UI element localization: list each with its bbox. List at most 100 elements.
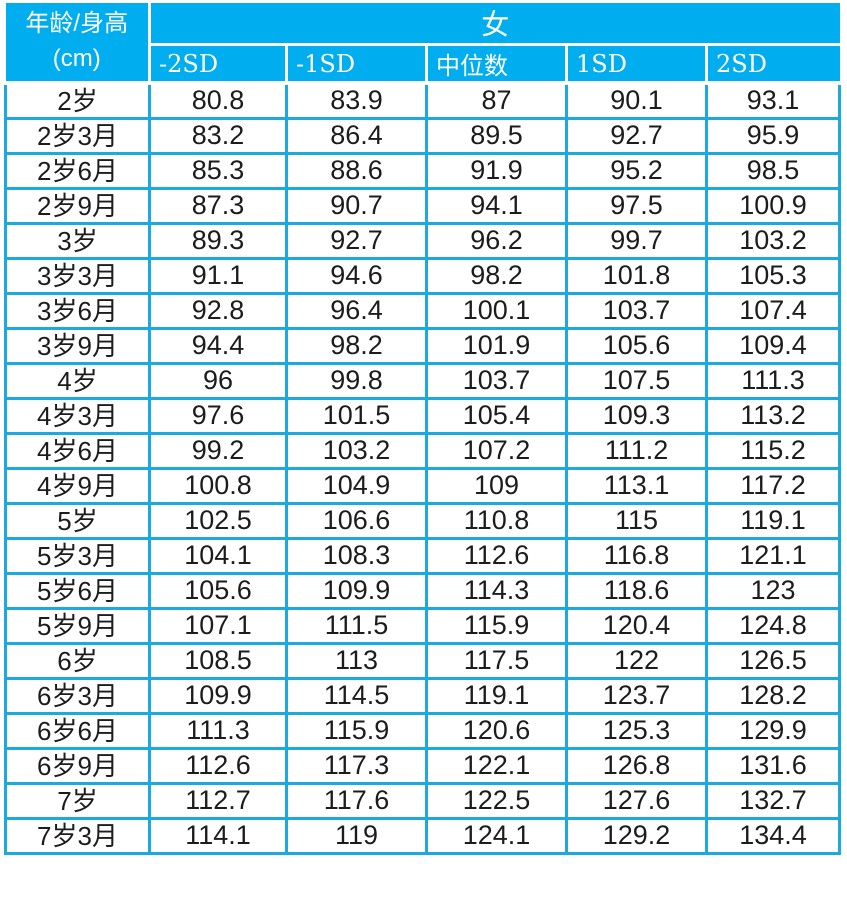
age-cell: 2岁9月 (4, 186, 151, 225)
value-cell: 91.9 (425, 151, 568, 190)
value-cell: 109.9 (148, 676, 288, 715)
value-cell: 122.1 (425, 746, 568, 785)
value-cell: 87 (425, 81, 568, 120)
table-row: 3岁 89.3 92.7 96.2 99.7 103.2 (4, 221, 842, 260)
group-header-row: 年龄/身高 (cm) 女 (5, 3, 840, 85)
table-row: 6岁6月 111.3 115.9 120.6 125.3 129.9 (4, 711, 842, 750)
table-row: 4岁3月 97.6 101.5 105.4 109.3 113.2 (4, 396, 842, 435)
value-cell: 109.4 (704, 326, 842, 365)
age-cell: 6岁6月 (4, 711, 151, 750)
value-cell: 113.2 (704, 396, 842, 435)
age-cell: 3岁3月 (4, 256, 151, 295)
age-cell: 2岁6月 (4, 151, 151, 190)
value-cell: 111.5 (285, 606, 428, 645)
value-cell: 127.6 (565, 781, 708, 820)
age-cell: 5岁6月 (4, 571, 151, 610)
value-cell: 99.7 (565, 221, 708, 260)
sd-header-row: -2SD -1SD 中位数 1SD 2SD (6, 44, 840, 85)
value-cell: 112.7 (148, 781, 288, 820)
value-cell: 100.8 (148, 466, 288, 505)
girls-height-table: 年龄/身高 (cm) 女 -2SD -1SD 中位数 1SD 2SD 2岁 80.… (4, 3, 842, 855)
value-cell: 120.6 (425, 711, 568, 750)
row-header-age-height: 年龄/身高 (cm) (5, 3, 151, 85)
value-cell: 124.1 (425, 816, 568, 855)
age-cell: 6岁3月 (4, 676, 151, 715)
value-cell: 116.8 (565, 536, 708, 575)
age-cell: 4岁6月 (4, 431, 151, 470)
value-cell: 108.5 (148, 641, 288, 680)
value-cell: 124.8 (704, 606, 842, 645)
table-row: 3岁6月 92.8 96.4 100.1 103.7 107.4 (4, 291, 842, 330)
table-body: 2岁 80.8 83.9 87 90.1 93.1 2岁3月 83.2 86.4 89.5 92.7… (4, 81, 842, 855)
table-row: 5岁6月 105.6 109.9 114.3 118.6 123 (4, 571, 842, 610)
value-cell: 112.6 (148, 746, 288, 785)
value-cell: 117.6 (285, 781, 428, 820)
column-header-2sd: 2SD (704, 44, 840, 85)
value-cell: 101.5 (285, 396, 428, 435)
column-header-minus1sd: -1SD (285, 44, 427, 85)
value-cell: 92.7 (565, 116, 708, 155)
value-cell: 114.3 (425, 571, 568, 610)
value-cell: 85.3 (148, 151, 288, 190)
value-cell: 113.1 (565, 466, 708, 505)
age-cell: 7岁3月 (4, 816, 151, 855)
table-row: 7岁 112.7 117.6 122.5 127.6 132.7 (4, 781, 842, 820)
value-cell: 113 (285, 641, 428, 680)
value-cell: 109.3 (565, 396, 708, 435)
value-cell: 105.6 (565, 326, 708, 365)
value-cell: 119 (285, 816, 428, 855)
value-cell: 118.6 (565, 571, 708, 610)
age-cell: 4岁9月 (4, 466, 151, 505)
value-cell: 128.2 (704, 676, 842, 715)
value-cell: 80.8 (148, 81, 288, 120)
value-cell: 95.2 (565, 151, 708, 190)
table-row: 6岁9月 112.6 117.3 122.1 126.8 131.6 (4, 746, 842, 785)
value-cell: 131.6 (704, 746, 842, 785)
table-header: 年龄/身高 (cm) 女 -2SD -1SD 中位数 1SD 2SD (5, 3, 840, 85)
value-cell: 107.4 (704, 291, 842, 330)
column-header-median: 中位数 (425, 44, 567, 85)
table-row: 4岁 96 99.8 103.7 107.5 111.3 (4, 361, 842, 400)
value-cell: 94.6 (285, 256, 428, 295)
value-cell: 106.6 (285, 501, 428, 540)
value-cell: 92.8 (148, 291, 288, 330)
value-cell: 107.1 (148, 606, 288, 645)
value-cell: 99.8 (285, 361, 428, 400)
value-cell: 94.4 (148, 326, 288, 365)
value-cell: 100.9 (704, 186, 842, 225)
value-cell: 91.1 (148, 256, 288, 295)
value-cell: 83.2 (148, 116, 288, 155)
table-row: 5岁3月 104.1 108.3 112.6 116.8 121.1 (4, 536, 842, 575)
value-cell: 90.1 (565, 81, 708, 120)
value-cell: 115 (565, 501, 708, 540)
value-cell: 96 (148, 361, 288, 400)
age-cell: 3岁9月 (4, 326, 151, 365)
table-row: 4岁9月 100.8 104.9 109 113.1 117.2 (4, 466, 842, 505)
value-cell: 115.2 (704, 431, 842, 470)
value-cell: 97.6 (148, 396, 288, 435)
value-cell: 110.8 (425, 501, 568, 540)
value-cell: 111.2 (565, 431, 708, 470)
row-header-line1: 年龄/身高 (25, 10, 129, 38)
value-cell: 99.2 (148, 431, 288, 470)
value-cell: 101.8 (565, 256, 708, 295)
age-cell: 3岁6月 (4, 291, 151, 330)
age-cell: 6岁9月 (4, 746, 151, 785)
age-cell: 7岁 (4, 781, 151, 820)
value-cell: 115.9 (425, 606, 568, 645)
value-cell: 103.7 (565, 291, 708, 330)
value-cell: 122 (565, 641, 708, 680)
table-row: 3岁9月 94.4 98.2 101.9 105.6 109.4 (4, 326, 842, 365)
value-cell: 104.1 (148, 536, 288, 575)
value-cell: 94.1 (425, 186, 568, 225)
age-cell: 2岁 (4, 81, 151, 120)
value-cell: 98.5 (704, 151, 842, 190)
age-cell: 4岁3月 (4, 396, 151, 435)
value-cell: 126.8 (565, 746, 708, 785)
table-row: 7岁3月 114.1 119 124.1 129.2 134.4 (4, 816, 842, 855)
value-cell: 87.3 (148, 186, 288, 225)
value-cell: 86.4 (285, 116, 428, 155)
table-row: 6岁 108.5 113 117.5 122 126.5 (4, 641, 842, 680)
age-cell: 3岁 (4, 221, 151, 260)
value-cell: 108.3 (285, 536, 428, 575)
